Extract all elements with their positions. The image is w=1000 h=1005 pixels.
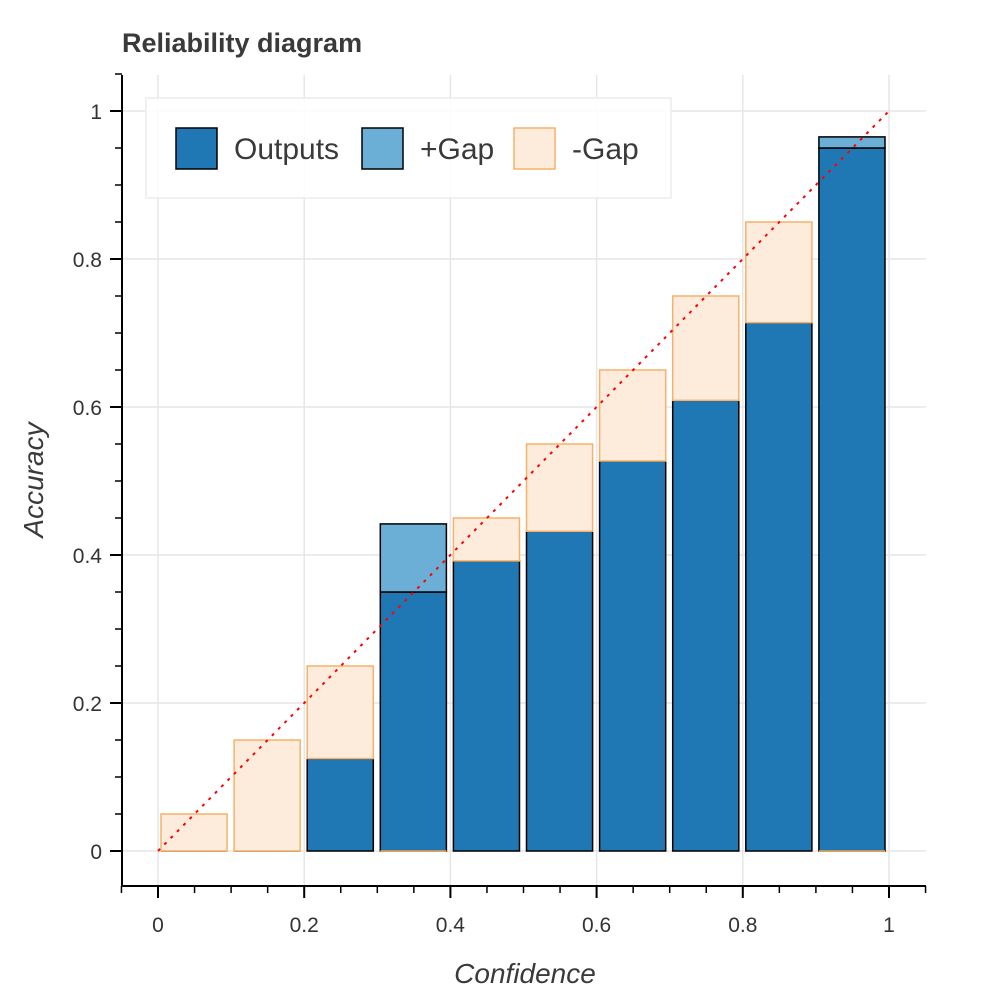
outputs-bar (818, 147, 886, 852)
reference-line (157, 110, 890, 852)
outputs-bar (745, 321, 813, 852)
y-tick-label: 0.8 (73, 249, 102, 272)
outputs-bar (671, 399, 740, 852)
y-tick-label: 0.4 (73, 545, 103, 568)
chart-title: Reliability diagram (122, 28, 362, 58)
legend-label: +Gap (420, 133, 494, 166)
perfect-calibration-line (157, 110, 890, 852)
x-tick-label: 0.6 (582, 914, 611, 937)
outputs-bar (525, 530, 594, 852)
outputs-bar (306, 757, 375, 852)
minus-gap-bar (598, 369, 667, 462)
x-tick-label: 0.8 (728, 914, 757, 937)
x-tick-label: 0 (152, 914, 164, 937)
minus-gap-bar (452, 517, 521, 562)
axes: 0 0.2 0.4 0.6 0.8 1 0 0.2 0.4 0.6 0.8 1 (73, 73, 927, 937)
x-axis-label: Confidence (454, 958, 596, 989)
outputs-bar (452, 560, 521, 852)
minus-gap-bar (306, 665, 375, 760)
legend-swatch-outputs (175, 127, 218, 170)
legend-label: Outputs (234, 133, 339, 166)
x-tick-label: 0.2 (290, 914, 319, 937)
minus-gap-bar (233, 739, 301, 852)
y-tick-label: 0.2 (73, 693, 102, 716)
plus-gap-bar (818, 136, 886, 149)
minus-gap-bar (525, 443, 594, 533)
legend-swatch-plus-gap (361, 127, 404, 170)
bars (160, 136, 886, 852)
legend: Outputs +Gap -Gap (145, 97, 672, 199)
legend-swatch-minus-gap (513, 127, 556, 170)
outputs-bar (379, 591, 448, 852)
y-axis-label: Accuracy (18, 420, 49, 539)
x-tick-label: 1 (883, 914, 895, 937)
minus-gap-bar (745, 221, 813, 324)
minus-gap-bar (160, 813, 228, 852)
outputs-bar (598, 460, 667, 852)
x-tick-label: 0.4 (436, 914, 466, 937)
legend-label: -Gap (572, 133, 639, 166)
y-tick-label: 0.6 (73, 397, 102, 420)
plus-gap-bar (379, 523, 448, 593)
y-tick-label: 0 (90, 841, 102, 864)
legend-box (145, 97, 672, 199)
y-tick-label: 1 (90, 101, 102, 124)
minus-gap-bar (671, 295, 740, 402)
